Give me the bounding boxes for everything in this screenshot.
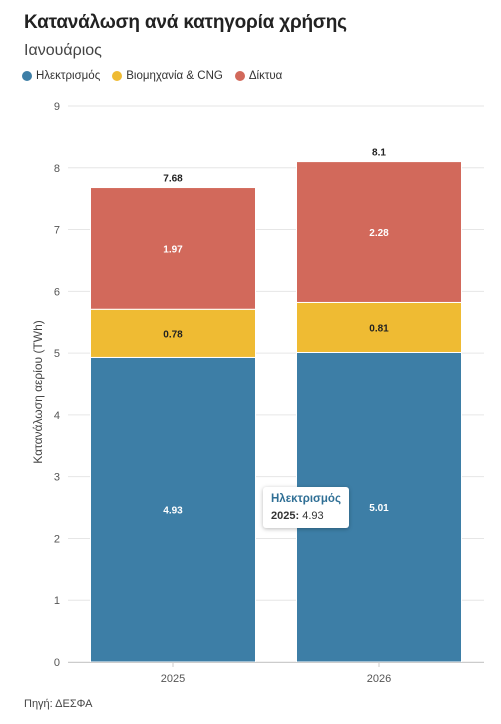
tooltip: Ηλεκτρισμός 2025: 4.93	[263, 487, 349, 528]
total-label: 8.1	[372, 148, 386, 159]
bar-segment	[296, 161, 462, 303]
legend-item-networks[interactable]: Δίκτυα	[234, 70, 283, 82]
chart-title: Κατανάλωση ανά κατηγορία χρήσης	[24, 12, 347, 33]
legend-swatch-networks	[234, 71, 245, 81]
y-tick-label: 4	[54, 410, 60, 422]
tooltip-row: 2025: 4.93	[271, 510, 341, 522]
tooltip-series-name: Ηλεκτρισμός	[271, 493, 341, 505]
chart-header: Κατανάλωση ανά κατηγορία χρήσης Ιανουάρι…	[24, 12, 491, 60]
bar-segment	[90, 356, 256, 663]
bar-segment	[90, 187, 256, 310]
y-tick-label: 3	[54, 472, 60, 484]
axis-layer: 0 1 2 3 4 5 6 7 8 9 Κατανάλωση αερίου (TWh) 2025 202…	[31, 101, 484, 685]
legend-item-electricity[interactable]: Ηλεκτρισμός	[22, 70, 100, 82]
y-tick-label: 7	[54, 225, 60, 237]
legend-label-networks: Δίκτυα	[248, 70, 283, 82]
data-label: 0.78	[163, 329, 183, 340]
tooltip-category: 2025:	[271, 510, 300, 522]
y-tick-label: 6	[54, 286, 60, 298]
legend-item-industry[interactable]: Βιομηχανία & CNG	[112, 70, 223, 82]
y-axis-title: Κατανάλωση αερίου (TWh)	[31, 320, 45, 464]
data-label: 1.97	[163, 244, 183, 255]
chart-source: Πηγή: ΔΕΣΦΑ	[24, 698, 93, 710]
bar-segment	[296, 301, 462, 353]
chart-legend: Ηλεκτρισμός Βιομηχανία & CNG Δίκτυα	[22, 70, 282, 82]
total-label: 7.68	[163, 174, 183, 185]
legend-swatch-electricity	[22, 71, 32, 81]
y-tick-label: 0	[54, 657, 60, 669]
y-tick-label: 5	[54, 348, 60, 360]
data-label: 5.01	[369, 503, 389, 514]
y-tick-label: 2	[54, 533, 60, 545]
data-label: 2.28	[369, 228, 389, 239]
legend-swatch-industry	[112, 71, 123, 81]
x-tick-label: 2026	[367, 673, 391, 685]
bar-segment	[90, 308, 256, 358]
chart-subtitle: Ιανουάριος	[24, 42, 102, 59]
y-tick-label: 9	[54, 101, 60, 113]
y-tick-label: 8	[54, 163, 60, 175]
bar-layer	[90, 161, 462, 663]
label-layer: 4.93 0.78 1.97 7.68 5.01 0.81 2.28 8.1	[163, 148, 389, 517]
x-tick-label: 2025	[161, 673, 185, 685]
legend-label-industry: Βιομηχανία & CNG	[126, 70, 223, 82]
data-label: 4.93	[163, 506, 183, 517]
tooltip-value: 4.93	[302, 510, 324, 522]
legend-label-electricity: Ηλεκτρισμός	[36, 70, 101, 82]
data-label: 0.81	[369, 323, 389, 334]
y-tick-label: 1	[54, 595, 60, 607]
